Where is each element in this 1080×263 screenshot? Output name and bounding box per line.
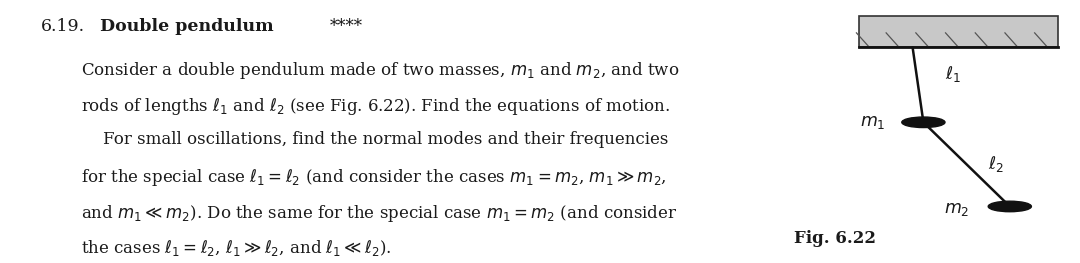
Text: Double pendulum: Double pendulum [100,18,274,36]
Bar [859,16,1058,47]
Text: the cases $\ell_1 = \ell_2$, $\ell_1 \gg \ell_2$, and $\ell_1 \ll \ell_2$).: the cases $\ell_1 = \ell_2$, $\ell_1 \gg… [81,238,392,258]
Circle shape [902,117,945,128]
Text: and $m_1 \ll m_2$). Do the same for the special case $m_1 = m_2$ (and consider: and $m_1 \ll m_2$). Do the same for the … [81,203,677,224]
Text: for the special case $\ell_1 = \ell_2$ (and consider the cases $m_1 = m_2$, $m_1: for the special case $\ell_1 = \ell_2$ (… [81,167,666,188]
Circle shape [988,201,1031,212]
Text: ****: **** [329,18,363,36]
Text: $\ell_1$: $\ell_1$ [945,64,961,84]
Text: Fig. 6.22: Fig. 6.22 [794,230,876,247]
Text: rods of lengths $\ell_1$ and $\ell_2$ (see Fig. 6.22). Find the equations of mot: rods of lengths $\ell_1$ and $\ell_2$ (s… [81,96,671,117]
Text: 6.19.: 6.19. [41,18,85,36]
Text: $m_1$: $m_1$ [860,114,886,131]
Text: $m_2$: $m_2$ [944,201,970,218]
Text: For small oscillations, find the normal modes and their frequencies: For small oscillations, find the normal … [103,132,667,149]
Text: $\ell_2$: $\ell_2$ [988,154,1004,174]
Text: Consider a double pendulum made of two masses, $m_1$ and $m_2$, and two: Consider a double pendulum made of two m… [81,60,679,82]
